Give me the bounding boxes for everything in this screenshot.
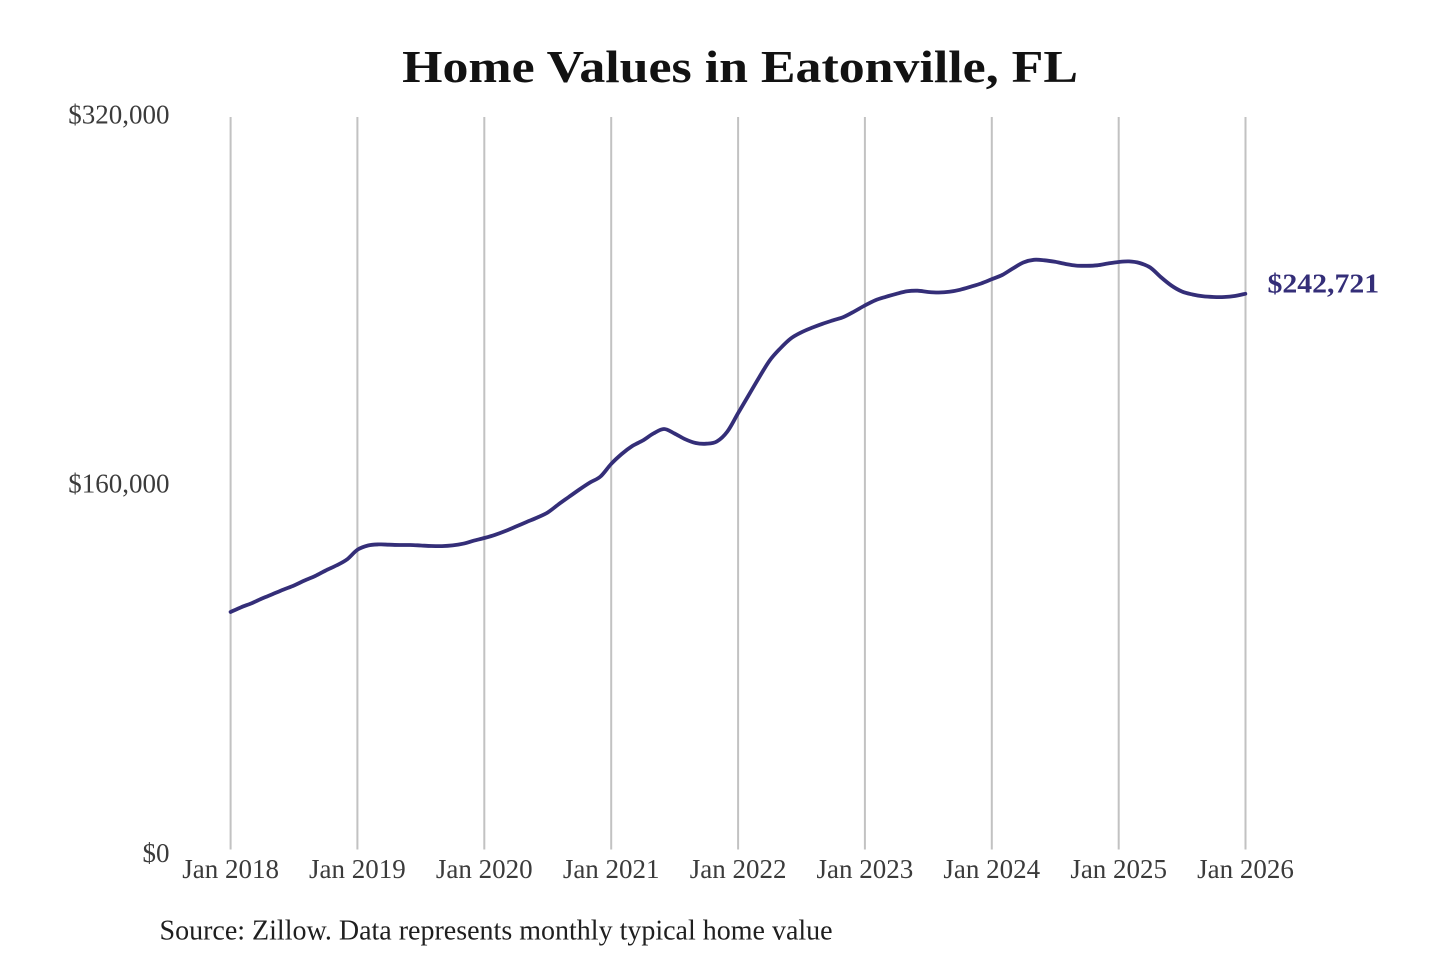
svg-text:Jan 2023: Jan 2023 (817, 854, 914, 884)
svg-text:Source: Zillow. Data represent: Source: Zillow. Data represents monthly … (160, 916, 833, 947)
svg-text:$160,000: $160,000 (68, 469, 169, 499)
svg-text:Jan 2019: Jan 2019 (309, 854, 406, 884)
svg-text:Jan 2021: Jan 2021 (563, 854, 660, 884)
svg-text:Jan 2026: Jan 2026 (1197, 854, 1294, 884)
svg-text:$242,721: $242,721 (1268, 270, 1380, 299)
svg-text:$320,000: $320,000 (68, 100, 169, 130)
svg-text:Jan 2022: Jan 2022 (690, 854, 787, 884)
svg-text:Jan 2025: Jan 2025 (1070, 854, 1167, 884)
svg-text:Jan 2024: Jan 2024 (943, 854, 1040, 884)
svg-text:Jan 2018: Jan 2018 (182, 854, 279, 884)
svg-text:Home Values in Eatonville, FL: Home Values in Eatonville, FL (402, 41, 1078, 93)
svg-text:$0: $0 (143, 838, 170, 868)
svg-text:Jan 2020: Jan 2020 (436, 854, 533, 884)
